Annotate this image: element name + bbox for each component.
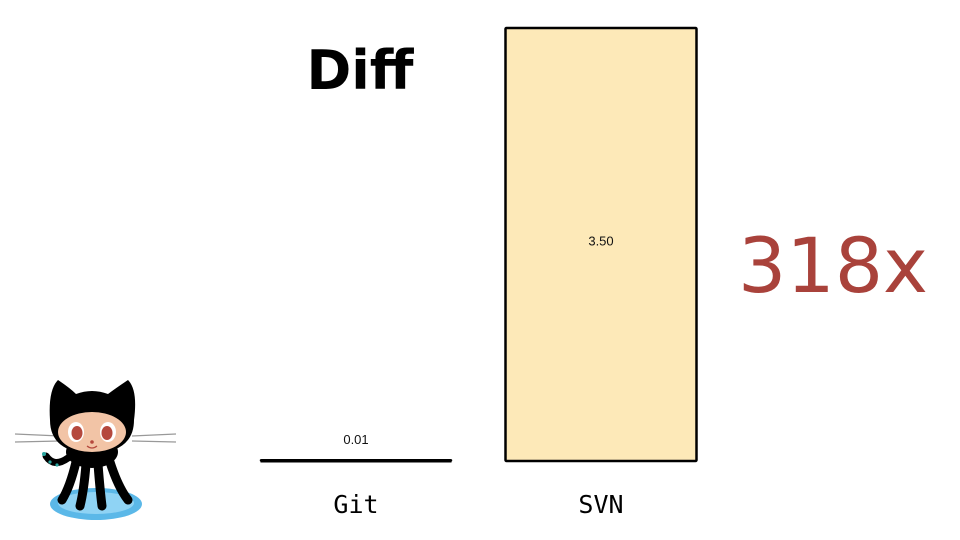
chart-title: Diff [306,39,414,102]
category-label-git: Git [333,490,378,519]
value-label-git: 0.01 [343,432,368,447]
octocat-icon [14,380,177,520]
speedup-multiplier: 318x [738,221,929,310]
bar-svn [504,26,698,463]
category-label-svn: SVN [578,490,623,519]
value-label-svn: 3.50 [588,234,613,249]
